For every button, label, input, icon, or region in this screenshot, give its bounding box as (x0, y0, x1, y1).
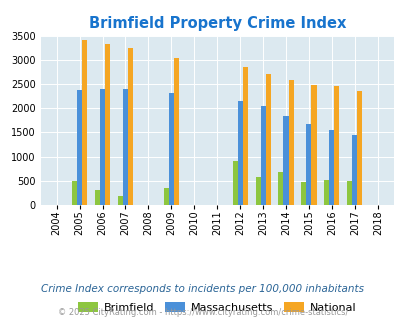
Bar (95, 190, 100, 205)
Bar (77, 90, 82, 205)
Text: Crime Index corresponds to incidents per 100,000 inhabitants: Crime Index corresponds to incidents per… (41, 284, 364, 294)
Bar (265, 74, 270, 205)
Bar (306, 124, 311, 205)
Bar (237, 101, 242, 205)
Bar (168, 92, 173, 205)
Bar (105, 45, 110, 205)
Bar (324, 180, 328, 205)
Bar (311, 85, 316, 205)
Bar (173, 58, 179, 205)
Bar (163, 188, 168, 205)
Bar (117, 196, 123, 205)
Bar (334, 86, 339, 205)
Bar (123, 89, 128, 205)
Bar (283, 115, 288, 205)
Bar (346, 181, 352, 205)
Bar (232, 161, 237, 205)
Title: Brimfield Property Crime Index: Brimfield Property Crime Index (88, 16, 345, 31)
Bar (288, 80, 293, 205)
Bar (255, 177, 260, 205)
Bar (328, 130, 334, 205)
Bar (72, 181, 77, 205)
Legend: Brimfield, Massachusetts, National: Brimfield, Massachusetts, National (73, 298, 360, 317)
Bar (260, 106, 265, 205)
Bar (242, 67, 247, 205)
Text: © 2025 CityRating.com - https://www.cityrating.com/crime-statistics/: © 2025 CityRating.com - https://www.city… (58, 308, 347, 317)
Bar (100, 89, 105, 205)
Bar (301, 182, 306, 205)
Bar (356, 91, 362, 205)
Bar (82, 40, 87, 205)
Bar (278, 172, 283, 205)
Bar (128, 48, 133, 205)
Bar (352, 135, 356, 205)
